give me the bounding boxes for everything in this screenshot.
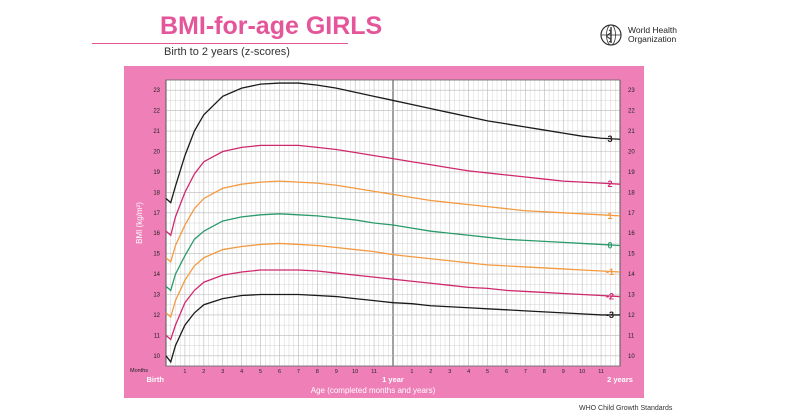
plot-border <box>165 79 621 367</box>
x-tick-label: 7 <box>524 369 527 375</box>
y-tick-label-left: 20 <box>153 150 160 156</box>
y-axis-label: BMI (kg/m²) <box>135 202 144 244</box>
who-emblem-icon <box>600 24 622 46</box>
y-tick-label-left: 13 <box>153 293 160 299</box>
y-tick-label-right: 17 <box>628 211 635 217</box>
x-tick-label: 7 <box>297 369 300 375</box>
y-tick-label-right: 10 <box>628 354 635 360</box>
who-logo: World Health Organization <box>600 24 677 46</box>
y-tick-label-right: 11 <box>628 333 635 339</box>
page-subtitle: Birth to 2 years (z-scores) <box>164 46 290 58</box>
x-tick-label: 5 <box>486 369 489 375</box>
title-underline <box>92 43 348 44</box>
chart-panel: 10 10 11 11 12 12 13 13 14 14 15 15 16 16 17 17 18 18 19 19… <box>124 66 644 398</box>
series-line-z2 <box>165 144 621 237</box>
x-tick-label: 10 <box>352 369 358 375</box>
series-line-z-1 <box>165 242 621 319</box>
x-tick-label: 4 <box>467 369 470 375</box>
y-tick-label-left: 11 <box>154 333 161 339</box>
x-tick-label: Birth <box>147 375 165 384</box>
series-line-z1 <box>165 180 621 263</box>
x-tick-label: 1 <box>410 369 413 375</box>
series-line-z3 <box>165 82 621 204</box>
series-label-z-1: -1 <box>606 267 614 277</box>
x-unit-label: Months <box>130 368 148 374</box>
x-tick-label: 6 <box>278 369 281 375</box>
series-label-z-2: -2 <box>606 292 614 302</box>
y-tick-label-right: 21 <box>628 129 635 135</box>
y-tick-label-left: 22 <box>153 109 160 115</box>
y-tick-label-left: 21 <box>153 129 160 135</box>
y-tick-label-right: 20 <box>628 150 635 156</box>
series-line-z-3 <box>165 293 620 364</box>
series-label-z1: 1 <box>607 211 612 221</box>
x-tick-label: 2 <box>429 369 432 375</box>
x-tick-label: 6 <box>505 369 508 375</box>
series-line-z-2 <box>165 269 621 341</box>
x-tick-label: 2 <box>202 369 205 375</box>
x-tick-label: 8 <box>316 369 319 375</box>
y-tick-label-right: 18 <box>628 190 635 196</box>
y-tick-label-left: 23 <box>153 88 160 94</box>
x-tick-label: 3 <box>448 369 451 375</box>
y-tick-label-left: 17 <box>153 211 160 217</box>
series-label-z0: 0 <box>607 240 612 250</box>
y-tick-label-left: 19 <box>153 170 160 176</box>
who-name-line2: Organization <box>628 34 677 44</box>
x-tick-label: 5 <box>259 369 262 375</box>
y-tick-label-right: 22 <box>628 109 635 115</box>
y-tick-label-left: 10 <box>153 354 160 360</box>
y-tick-label-right: 19 <box>628 170 635 176</box>
x-tick-label: 9 <box>562 369 565 375</box>
y-tick-label-right: 14 <box>628 272 635 278</box>
y-tick-label-right: 15 <box>628 252 635 258</box>
page-title: BMI-for-age GIRLS <box>160 12 383 40</box>
x-tick-label: 9 <box>335 369 338 375</box>
x-tick-label: 3 <box>221 369 224 375</box>
series-label-z-3: -3 <box>606 310 614 320</box>
y-tick-label-right: 13 <box>628 293 635 299</box>
y-tick-label-left: 18 <box>153 190 160 196</box>
x-tick-label: 1 year <box>382 375 404 384</box>
who-name-line1: World Health <box>628 25 677 35</box>
y-tick-label-left: 15 <box>153 252 160 258</box>
x-tick-label: 11 <box>371 369 377 375</box>
series-lines <box>165 82 621 364</box>
footer-credit: WHO Child Growth Standards <box>579 405 673 412</box>
y-tick-label-left: 12 <box>153 313 160 319</box>
x-tick-label: 10 <box>579 369 585 375</box>
x-tick-label: 4 <box>240 369 243 375</box>
y-tick-label-left: 16 <box>153 231 160 237</box>
y-tick-label-right: 12 <box>628 313 635 319</box>
grid <box>165 79 621 367</box>
series-labels: 3 2 1 0 -1 -2 -3 <box>606 134 614 320</box>
y-tick-label-right: 23 <box>628 88 635 94</box>
who-name: World Health Organization <box>628 26 677 44</box>
x-axis-label: Age (completed months and years) <box>311 386 436 395</box>
x-tick-label: 1 <box>183 369 186 375</box>
x-tick-label: 11 <box>598 369 604 375</box>
y-tick-label-left: 14 <box>153 272 160 278</box>
x-tick-label: 8 <box>543 369 546 375</box>
x-tick-label: 2 years <box>607 375 633 384</box>
series-label-z2: 2 <box>607 179 612 189</box>
series-label-z3: 3 <box>607 134 612 144</box>
y-tick-label-right: 16 <box>628 231 635 237</box>
series-line-z0 <box>165 213 621 292</box>
